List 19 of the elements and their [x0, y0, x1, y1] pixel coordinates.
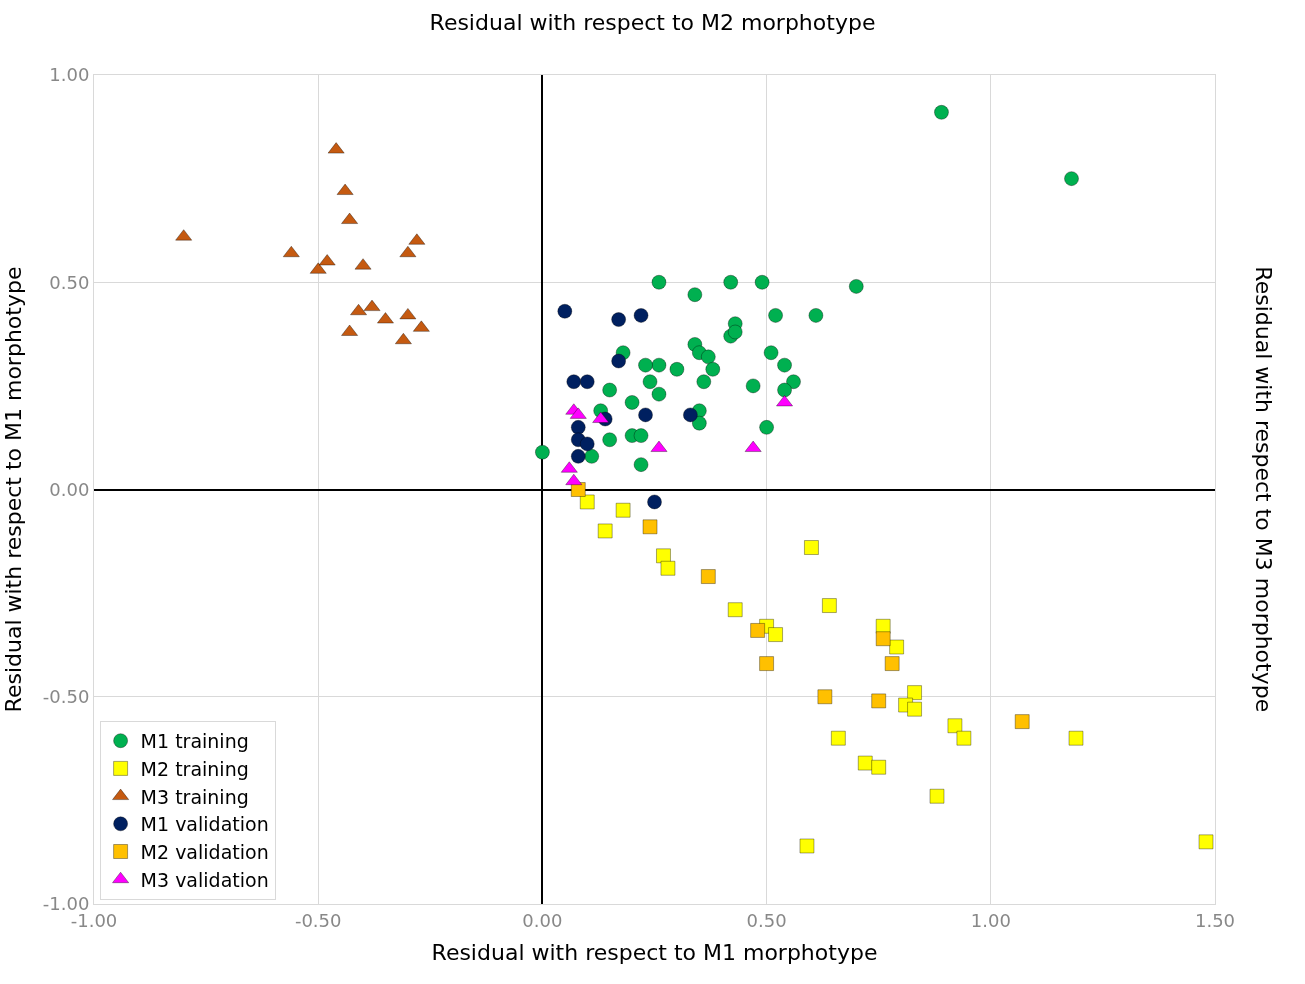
legend-label: M2 validation	[140, 840, 269, 863]
chart-title: Residual with respect to M2 morphotype	[429, 10, 876, 36]
legend-label: M2 training	[140, 757, 249, 780]
y-tick-label: 0.50	[49, 271, 90, 293]
legend-label: M3 training	[140, 785, 249, 808]
x-tick-label: 1.00	[970, 909, 1011, 931]
x-tick-label: 0.00	[522, 909, 563, 931]
y-tick-label: 1.00	[49, 64, 90, 86]
legend-label: M1 training	[140, 730, 249, 753]
legend-label: M1 validation	[140, 813, 269, 836]
x-tick-label: 1.50	[1194, 909, 1236, 931]
x-tick-label: -0.50	[294, 909, 342, 931]
y2-axis-title: Residual with respect to M3 morphotype	[1250, 266, 1276, 713]
x-axis-title: Residual with respect to M1 morphotype	[431, 940, 878, 966]
y-tick-label: 0.00	[49, 478, 90, 500]
y-tick-label: -0.50	[42, 686, 90, 708]
y-axis-title: Residual with respect to M1 morphotype	[0, 266, 26, 713]
legend-label: M3 validation	[140, 868, 269, 891]
x-tick-label: 0.50	[746, 909, 787, 931]
